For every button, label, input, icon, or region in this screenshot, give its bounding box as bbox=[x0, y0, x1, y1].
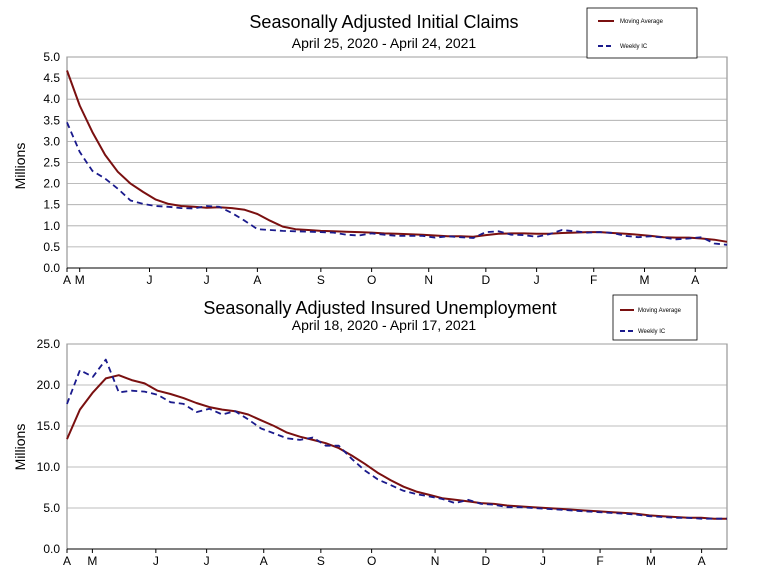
y-tick-label: 4.5 bbox=[43, 71, 60, 85]
legend: Moving Average Weekly IC bbox=[586, 7, 698, 59]
y-tick-label: 4.0 bbox=[43, 92, 60, 106]
x-tick-label: O bbox=[367, 273, 376, 287]
x-tick-label: A bbox=[63, 273, 71, 287]
y-tick-label: 3.0 bbox=[43, 134, 60, 148]
legend-box bbox=[586, 7, 698, 59]
y-tick-label: 10.0 bbox=[37, 460, 61, 474]
y-tick-label: 20.0 bbox=[37, 378, 61, 392]
legend: Moving Average Weekly IC bbox=[612, 294, 698, 341]
x-tick-label: F bbox=[590, 273, 597, 287]
chart-title: Seasonally Adjusted Insured Unemployment bbox=[203, 298, 556, 318]
chart-subtitle: April 18, 2020 - April 17, 2021 bbox=[292, 317, 477, 333]
x-tick-label: M bbox=[640, 273, 650, 287]
legend-box bbox=[612, 294, 698, 341]
legend-entry: Weekly IC bbox=[638, 329, 666, 335]
x-tick-label: M bbox=[646, 554, 656, 568]
x-tick-label: D bbox=[482, 273, 491, 287]
x-tick-label: M bbox=[87, 554, 97, 568]
x-tick-label: A bbox=[698, 554, 706, 568]
series-line-weekly-ic bbox=[66, 122, 728, 246]
x-tick-label: J bbox=[147, 273, 153, 287]
plot-area: 0.0 5.0 10.0 15.0 20.0 25.0 A M J J A S O N D J F M A bbox=[37, 337, 728, 568]
y-tick-label: 1.0 bbox=[43, 219, 60, 233]
x-tick-label: J bbox=[153, 554, 159, 568]
y-tick-label: 1.5 bbox=[43, 198, 60, 212]
chart-title: Seasonally Adjusted Initial Claims bbox=[249, 12, 518, 32]
x-tick-label: F bbox=[596, 554, 603, 568]
chart-subtitle: April 25, 2020 - April 24, 2021 bbox=[292, 35, 477, 51]
y-tick-label: 5.0 bbox=[43, 501, 60, 515]
x-tick-label: A bbox=[260, 554, 268, 568]
y-tick-label: 0.0 bbox=[43, 261, 60, 275]
x-tick-label: J bbox=[204, 273, 210, 287]
x-tick-label: J bbox=[540, 554, 546, 568]
y-tick-label: 15.0 bbox=[37, 419, 61, 433]
y-axis-label: Millions bbox=[12, 424, 28, 471]
y-tick-label: 5.0 bbox=[43, 50, 60, 64]
series-line-weekly-ic bbox=[66, 358, 727, 520]
x-tick-label: J bbox=[534, 273, 540, 287]
x-tick-label: A bbox=[691, 273, 699, 287]
x-tick-label: A bbox=[63, 554, 71, 568]
x-tick-label: S bbox=[317, 273, 325, 287]
initial-claims-chart: Seasonally Adjusted Initial Claims April… bbox=[12, 7, 728, 287]
legend-entry: Moving Average bbox=[620, 19, 664, 25]
y-tick-label: 3.5 bbox=[43, 113, 60, 127]
y-tick-label: 2.0 bbox=[43, 177, 60, 191]
legend-entry: Moving Average bbox=[638, 308, 682, 314]
x-tick-label: A bbox=[253, 273, 261, 287]
y-tick-label: 2.5 bbox=[43, 156, 60, 170]
y-axis-label: Millions bbox=[12, 143, 28, 190]
x-tick-label: O bbox=[367, 554, 376, 568]
y-tick-label: 0.0 bbox=[43, 542, 60, 556]
x-tick-label: J bbox=[204, 554, 210, 568]
legend-entry: Weekly IC bbox=[620, 44, 648, 50]
insured-unemployment-chart: Seasonally Adjusted Insured Unemployment… bbox=[12, 294, 728, 568]
x-tick-label: D bbox=[482, 554, 491, 568]
y-tick-label: 0.5 bbox=[43, 240, 60, 254]
x-tick-label: S bbox=[317, 554, 325, 568]
x-tick-label: M bbox=[75, 273, 85, 287]
x-tick-label: N bbox=[431, 554, 440, 568]
plot-frame bbox=[66, 343, 728, 550]
plot-area: 0.00.51.01.52.02.53.03.54.04.55.0A M J J A S O… bbox=[43, 50, 728, 287]
y-tick-label: 25.0 bbox=[37, 337, 61, 351]
x-tick-label: N bbox=[424, 273, 433, 287]
